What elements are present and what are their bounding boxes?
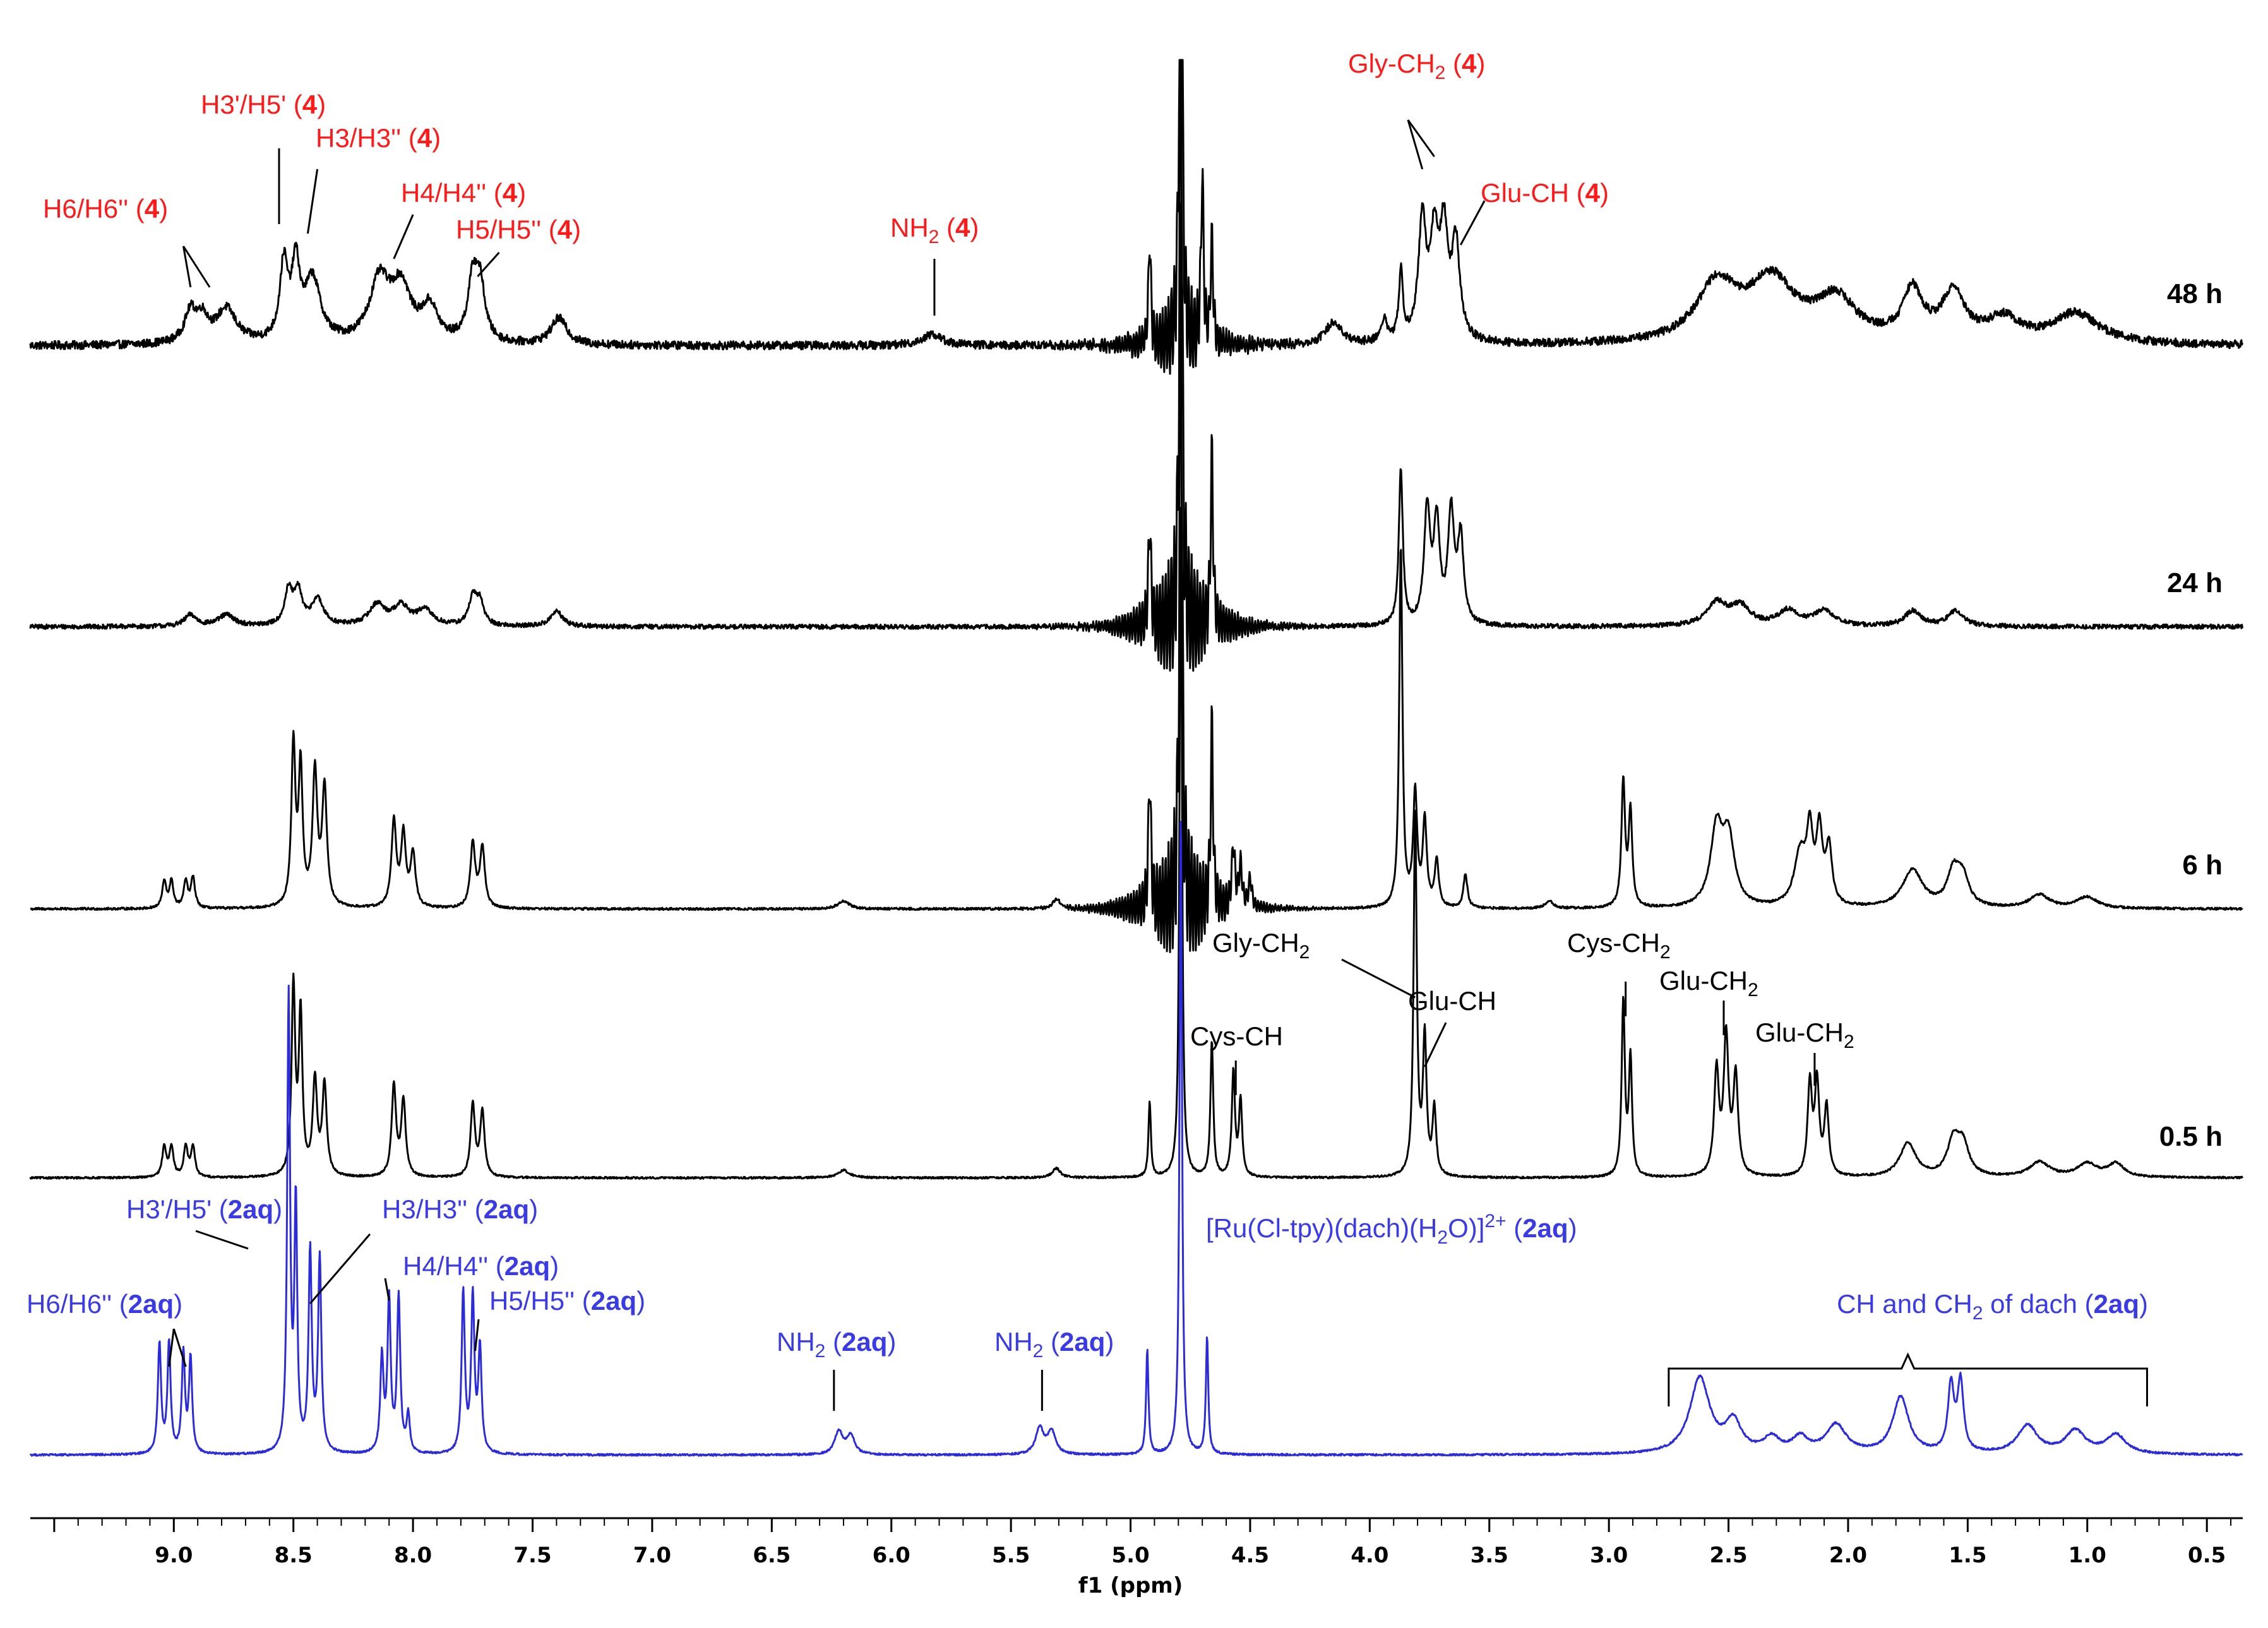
x-axis-title: f1 (ppm) (1078, 1573, 1183, 1598)
annotation-leader-line (182, 246, 192, 288)
x-tick-label: 0.5 (2188, 1543, 2226, 1568)
annotation-leader-line (1407, 119, 1424, 170)
trace-time-label: 6 h (2182, 850, 2223, 881)
label-gly-ch2-4: Gly-CH2 (4) (1348, 49, 1485, 83)
annotation-leader-line (1459, 200, 1486, 246)
trace-time-label: 24 h (2167, 567, 2223, 598)
label-h4-h4pp-4: H4/H4'' (4) (401, 178, 526, 208)
annotation-leader-line (309, 1233, 371, 1304)
spectrum-trace-4 (29, 507, 2243, 1180)
label-glu-ch2-b: Glu-CH2 (1755, 1018, 1854, 1052)
label-nh2-2aq-b: NH2 (2aq) (994, 1327, 1114, 1362)
label-h5-h5pp-2aq: H5/H5'' (2aq) (489, 1286, 645, 1316)
label-dach-2aq: CH and CH2 of dach (2aq) (1837, 1289, 2148, 1324)
annotation-leader-line (393, 214, 414, 259)
label-h6-h6pp-4: H6/H6'' (4) (43, 194, 168, 223)
annotation-leader-line (195, 1230, 249, 1250)
spectrum-trace-2 (29, 59, 2243, 672)
annotation-leader-line (306, 169, 319, 234)
annotation-leader-line (182, 246, 211, 288)
label-cys-ch: Cys-CH (1190, 1021, 1283, 1051)
label-h3-h3pp-4: H3/H3'' (4) (316, 123, 441, 153)
label-glu-ch2-a: Glu-CH2 (1659, 966, 1758, 1001)
annotation-leader-line (168, 1328, 175, 1367)
x-tick-label: 4.0 (1351, 1543, 1388, 1568)
x-tick-label: 2.5 (1709, 1543, 1747, 1568)
x-tick-label: 3.5 (1471, 1543, 1508, 1568)
x-tick-label: 1.5 (1949, 1543, 1986, 1568)
x-tick-label: 1.0 (2068, 1543, 2106, 1568)
dach-bracket (1668, 1352, 2148, 1406)
annotation-leader-line (1341, 958, 1416, 999)
label-nh2-2aq-a: NH2 (2aq) (777, 1327, 896, 1362)
annotations: 48 h 24 h 6 h 0.5 h H6/H6'' (4) H3'/H5' (4) H3… (27, 49, 2223, 1411)
annotation-leader-line (1424, 1022, 1447, 1067)
x-tick-label: 5.5 (992, 1543, 1030, 1568)
x-tick-label: 7.5 (513, 1543, 551, 1568)
spectra-traces (29, 59, 2243, 1457)
label-h4-h4pp-2aq: H4/H4'' (2aq) (403, 1251, 559, 1281)
x-tick-label: 3.0 (1590, 1543, 1628, 1568)
label-h5-h5pp-4: H5/H5'' (4) (456, 215, 581, 244)
annotation-leader-line (474, 1319, 480, 1352)
x-axis: 9.0 8.5 8.0 7.5 7.0 6.5 6.0 5.5 5.0 4.5 4.0 3.5 3.0 2… (30, 1517, 2243, 1598)
label-glu-ch: Glu-CH (1408, 986, 1496, 1016)
label-h3p-h5p-4: H3'/H5' (4) (201, 90, 326, 119)
x-tick-label: 8.0 (394, 1543, 432, 1568)
label-nh2-4: NH2 (4) (890, 213, 979, 247)
x-tick-label: 6.5 (753, 1543, 791, 1568)
spectrum-trace-3 (30, 202, 2243, 953)
spectrum-trace-1 (29, 59, 2243, 375)
spectrum-trace-5 (29, 821, 2243, 1457)
label-cys-ch2: Cys-CH2 (1567, 928, 1671, 963)
annotation-leader-line (477, 251, 500, 278)
label-h3-h3pp-2aq: H3/H3'' (2aq) (382, 1194, 538, 1224)
x-tick-label: 4.5 (1231, 1543, 1269, 1568)
x-tick-label: 6.0 (873, 1543, 910, 1568)
label-glu-ch-4: Glu-CH (4) (1481, 178, 1609, 208)
x-tick-label: 8.5 (275, 1543, 313, 1568)
label-ru-complex-2aq: [Ru(Cl-tpy)(dach)(H2O)]2+ (2aq) (1206, 1211, 1577, 1248)
annotation-leader-line (384, 1278, 390, 1301)
trace-time-label: 48 h (2167, 278, 2223, 309)
annotation-leader-line (172, 1328, 187, 1367)
label-h6-h6pp-2aq: H6/H6'' (2aq) (27, 1289, 182, 1319)
label-h3p-h5p-2aq: H3'/H5' (2aq) (126, 1194, 282, 1224)
annotation-leader-line (1407, 119, 1435, 157)
trace-time-label: 0.5 h (2159, 1121, 2223, 1152)
x-tick-label: 2.0 (1829, 1543, 1867, 1568)
label-gly-ch2: Gly-CH2 (1212, 928, 1310, 963)
x-tick-label: 7.0 (633, 1543, 671, 1568)
x-tick-label: 9.0 (155, 1543, 193, 1568)
x-tick-label: 5.0 (1111, 1543, 1149, 1568)
